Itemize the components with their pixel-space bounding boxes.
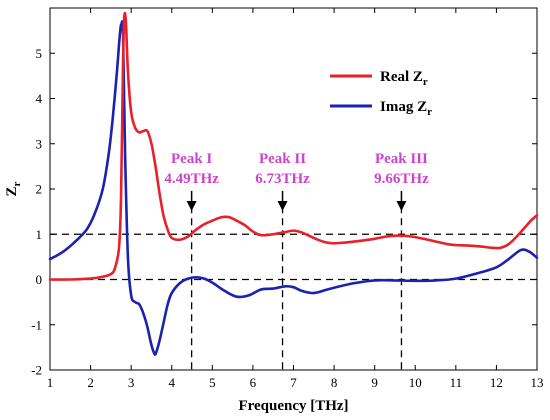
y-tick-label: -1 <box>31 317 42 332</box>
legend-label-real: Real Zr <box>380 69 428 88</box>
y-tick-label: 5 <box>36 46 43 61</box>
peak-frequency-1: 4.49THz <box>164 171 219 187</box>
x-tick-label: 7 <box>290 375 297 390</box>
x-tick-label: 9 <box>371 375 378 390</box>
peak-arrow-head-3 <box>396 201 407 211</box>
series-line-real <box>48 11 539 281</box>
y-axis-title-subscript: r <box>11 181 23 186</box>
legend-label-subscript: r <box>423 76 428 88</box>
legend-label-main: Real Z <box>380 69 423 85</box>
y-tick-label: -2 <box>31 363 42 378</box>
legend-label-imag: Imag Zr <box>380 99 432 118</box>
peak-label-3: Peak III <box>375 151 428 167</box>
y-axis-title: Zr <box>4 181 23 196</box>
peak-label-2: Peak II <box>259 151 306 167</box>
x-tick-label: 5 <box>209 375 216 390</box>
x-tick-label: 10 <box>409 375 422 390</box>
series-layer <box>48 11 539 356</box>
x-tick-label: 8 <box>331 375 338 390</box>
x-tick-label: 4 <box>169 375 176 390</box>
x-tick-label: 6 <box>250 375 257 390</box>
y-axis-title-main: Z <box>4 186 20 196</box>
y-tick-label: 1 <box>36 227 43 242</box>
x-tick-label: 1 <box>47 375 54 390</box>
legend-label-subscript: r <box>427 106 432 118</box>
x-tick-label: 2 <box>87 375 94 390</box>
peak-label-1: Peak I <box>171 151 212 167</box>
y-tick-label: 3 <box>36 136 43 151</box>
series-line-imag <box>48 20 539 356</box>
x-tick-label: 11 <box>450 375 463 390</box>
x-tick-label: 3 <box>128 375 135 390</box>
peak-frequency-3: 9.66THz <box>374 171 429 187</box>
peak-arrow-head-2 <box>277 201 288 211</box>
y-tick-label: 4 <box>36 91 43 106</box>
y-tick-label: 2 <box>36 182 43 197</box>
legend-label-main: Imag Z <box>380 99 427 115</box>
x-axis-title: Frequency [THz] <box>238 398 348 414</box>
y-tick-label: 0 <box>36 272 43 287</box>
x-tick-label: 12 <box>490 375 503 390</box>
peak-frequency-2: 6.73THz <box>255 171 310 187</box>
annotations-layer: Peak I 4.49THz Peak II 6.73THz Peak III 9.66T… <box>164 151 429 211</box>
peak-arrow-head-1 <box>186 201 197 211</box>
x-tick-label: 13 <box>531 375 544 390</box>
